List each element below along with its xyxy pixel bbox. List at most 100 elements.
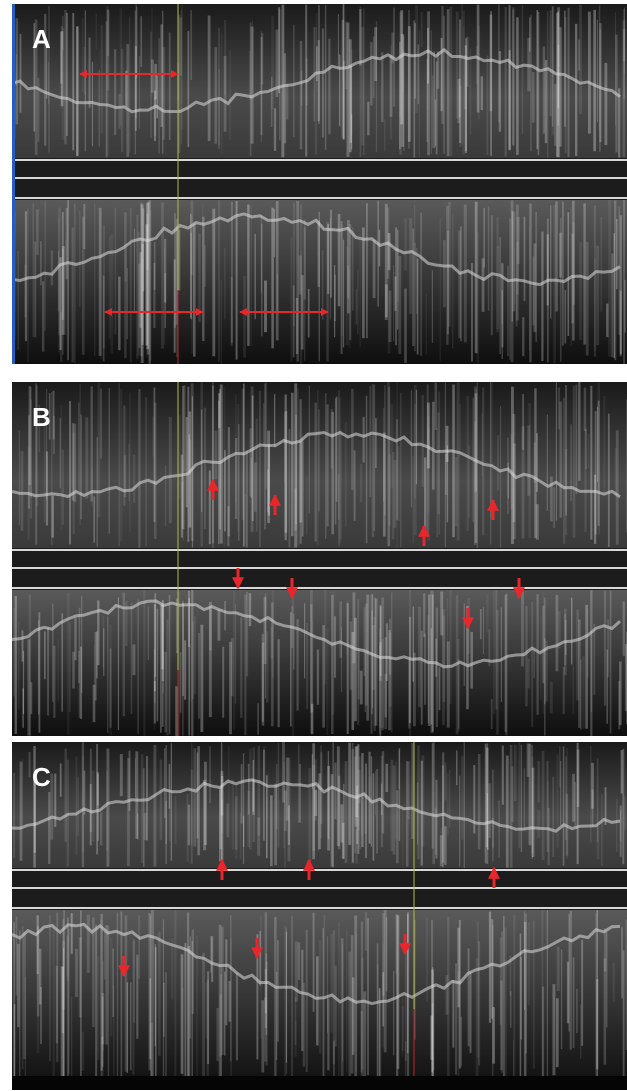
- speckle-streak: [532, 72, 535, 123]
- speckle-streak: [538, 12, 540, 155]
- speckle-streak: [581, 940, 583, 1046]
- speckle-streak: [19, 431, 20, 525]
- speckle-streak: [339, 54, 340, 126]
- speckle-streak: [512, 7, 514, 144]
- speckle-streak: [452, 980, 454, 1048]
- speckle-streak: [510, 745, 513, 868]
- speckle-streak: [171, 743, 172, 860]
- speckle-streak: [211, 936, 213, 982]
- speckle-streak: [597, 759, 598, 843]
- speckle-streak: [476, 46, 478, 84]
- speckle-streak: [583, 203, 585, 344]
- speckle-streak: [113, 985, 114, 1084]
- speckle-streak: [440, 835, 443, 866]
- speckle-streak: [475, 393, 478, 543]
- speckle-streak: [334, 763, 336, 820]
- speckle-streak: [584, 388, 586, 431]
- speckle-streak: [553, 205, 556, 364]
- speckle-streak: [393, 265, 394, 341]
- speckle-streak: [418, 607, 421, 707]
- speckle-streak: [65, 240, 66, 335]
- speckle-streak: [78, 403, 79, 490]
- speckle-streak: [38, 620, 40, 714]
- speckle-streak: [597, 401, 599, 526]
- speckle-streak: [328, 39, 330, 135]
- speckle-streak: [52, 604, 53, 702]
- speckle-streak: [489, 912, 491, 1023]
- speckle-streak: [331, 934, 333, 1033]
- speckle-streak: [106, 21, 108, 157]
- speckle-streak: [505, 7, 507, 156]
- speckle-streak: [457, 639, 459, 732]
- speckle-streak: [432, 270, 433, 343]
- speckle-streak: [524, 217, 526, 301]
- speckle-streak: [235, 394, 236, 503]
- speckle-streak: [325, 393, 326, 539]
- speckle-streak: [264, 384, 266, 530]
- speckle-streak: [485, 744, 486, 863]
- speckle-streak: [49, 915, 51, 1061]
- speckle-streak: [141, 754, 143, 863]
- speckle-streak: [459, 776, 460, 867]
- speckle-streak: [328, 751, 329, 839]
- speckle-streak: [464, 603, 465, 686]
- speckle-streak: [456, 750, 458, 785]
- speckle-streak: [342, 823, 345, 859]
- speckle-streak: [284, 53, 286, 143]
- speckle-streak: [507, 437, 508, 514]
- speckle-streak: [136, 4, 137, 118]
- speckle-streak: [295, 997, 297, 1045]
- speckle-streak: [438, 412, 440, 514]
- speckle-streak: [468, 948, 470, 1046]
- speckle-streak: [614, 233, 615, 358]
- speckle-streak: [244, 494, 247, 545]
- speckle-streak: [360, 464, 362, 503]
- speckle-streak: [361, 1011, 363, 1073]
- speckle-streak: [557, 947, 560, 991]
- speckle-streak: [93, 496, 95, 542]
- speckle-streak: [224, 972, 225, 1056]
- speckle-streak: [169, 595, 171, 734]
- speckle-streak: [89, 38, 91, 108]
- speckle-streak: [76, 756, 78, 854]
- speckle-streak: [561, 949, 562, 1049]
- speckle-streak: [379, 988, 382, 1089]
- speckle-streak: [124, 212, 126, 358]
- speckle-streak: [621, 927, 623, 998]
- speckle-streak: [221, 280, 222, 364]
- speckle-streak: [121, 911, 123, 1089]
- speckle-streak: [376, 21, 377, 152]
- speckle-streak: [160, 604, 162, 732]
- speckle-streak: [527, 744, 530, 777]
- speckle-streak: [209, 470, 211, 544]
- speckle-streak: [276, 972, 277, 1060]
- speckle-streak: [160, 760, 162, 840]
- speckle-streak: [316, 46, 318, 81]
- speckle-streak: [335, 398, 336, 524]
- speckle-streak: [218, 200, 220, 362]
- speckle-streak: [291, 916, 293, 1084]
- speckle-streak: [53, 391, 55, 440]
- speckle-streak: [396, 790, 398, 863]
- speckle-streak: [103, 226, 105, 349]
- speckle-streak: [188, 31, 190, 147]
- speckle-streak: [229, 50, 231, 140]
- speckle-streak: [158, 38, 159, 154]
- speckle-streak: [130, 208, 132, 362]
- speckle-streak: [163, 919, 164, 1085]
- speckle-streak: [227, 506, 229, 546]
- speckle-streak: [34, 242, 36, 338]
- speckle-streak: [556, 382, 557, 520]
- speckle-streak: [622, 749, 624, 864]
- speckle-streak: [393, 971, 394, 1056]
- speckle-streak: [533, 649, 534, 678]
- speckle-streak: [338, 14, 339, 68]
- speckle-streak: [513, 444, 516, 540]
- speckle-streak: [373, 240, 376, 298]
- speckle-streak: [565, 449, 567, 535]
- speckle-streak: [402, 805, 403, 865]
- speckle-streak: [424, 634, 426, 705]
- speckle-streak: [412, 228, 414, 346]
- speckle-streak: [563, 746, 565, 865]
- speckle-streak: [74, 204, 76, 363]
